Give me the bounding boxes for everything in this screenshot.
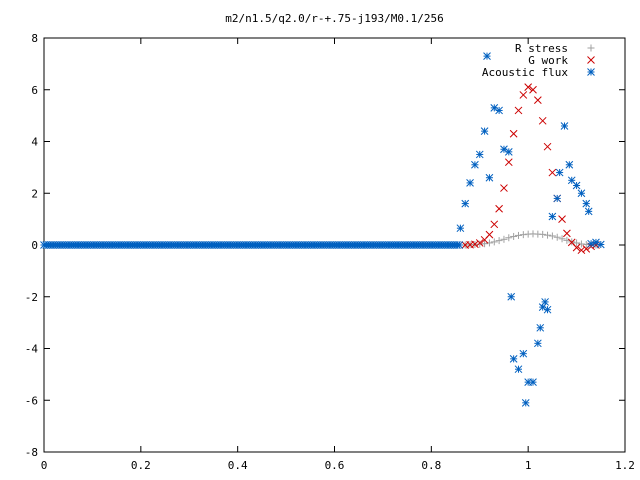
y-tick-label: 6: [31, 84, 38, 97]
legend-marker-glyph: [587, 68, 595, 76]
y-tick-label: 2: [31, 187, 38, 200]
acoustic-flux-point: [572, 181, 581, 190]
acoustic-flux-point: [495, 106, 503, 115]
y-tick-label: -4: [25, 343, 39, 356]
acoustic-flux-point: [577, 189, 586, 198]
acoustic-flux-point: [475, 150, 484, 159]
acoustic-flux-point: [485, 173, 494, 182]
x-axis: 0 0.2 0.4 0.6 0.8 1 1.2: [41, 38, 635, 472]
acoustic-flux-point: [504, 147, 513, 156]
g-work-point: [563, 229, 571, 238]
legend-label-acoustic-flux: Acoustic flux: [482, 66, 568, 79]
acoustic-flux-point: [456, 224, 465, 233]
acoustic-flux-point: [466, 179, 474, 187]
g-work-point: [524, 83, 533, 92]
x-tick-label: 0.4: [228, 459, 248, 472]
acoustic-flux-point: [490, 104, 499, 112]
y-axis: -8 -6 -4 -2 0 2 4 6 8: [25, 32, 625, 459]
acoustic-flux-point: [533, 339, 542, 348]
acoustic-flux-point: [582, 199, 591, 208]
acoustic-flux-point: [555, 168, 564, 177]
acoustic-flux-point: [536, 323, 545, 332]
legend-label-g-work: G work: [528, 54, 568, 67]
acoustic-flux-point: [541, 298, 549, 306]
g-work-point: [514, 106, 523, 115]
g-work-point: [490, 220, 499, 229]
legend-label-r-stress: R stress: [515, 42, 568, 55]
g-work-point: [572, 243, 581, 252]
g-work-point: [548, 168, 557, 177]
g-work-point: [509, 129, 518, 138]
y-tick-label: -8: [25, 446, 38, 459]
y-tick-label: 0: [31, 239, 38, 252]
g-work-point: [485, 230, 494, 239]
x-tick-label: 1.2: [615, 459, 635, 472]
acoustic-flux-point: [596, 240, 605, 249]
acoustic-flux-point: [529, 378, 537, 386]
acoustic-flux-point: [553, 194, 562, 203]
legend: R stress G work Acoustic flux: [482, 42, 595, 79]
series-r-stress: [461, 230, 600, 249]
g-work-point: [504, 158, 513, 167]
g-work-point: [475, 239, 484, 247]
acoustic-flux-point: [567, 176, 576, 185]
x-tick-label: 0.6: [325, 459, 345, 472]
acoustic-flux-point: [587, 239, 595, 248]
acoustic-flux-point: [521, 398, 530, 407]
g-work-point: [500, 184, 508, 192]
acoustic-flux-point: [507, 292, 516, 301]
legend-marker-glyph: [587, 56, 595, 64]
acoustic-flux-point: [584, 207, 593, 216]
g-work-point: [538, 116, 547, 125]
x-tick-label: 0: [41, 459, 48, 472]
g-work-point: [577, 246, 586, 255]
acoustic-flux-point: [509, 354, 518, 363]
g-work-point: [543, 142, 552, 151]
acoustic-flux-point: [543, 305, 552, 314]
acoustic-flux-point: [560, 122, 569, 130]
acoustic-flux-point: [455, 241, 464, 249]
g-work-point: [533, 96, 542, 104]
y-tick-label: -2: [25, 291, 38, 304]
x-tick-label: 0.2: [131, 459, 151, 472]
legend-marker-g-work: [587, 56, 595, 64]
y-tick-label: 4: [31, 136, 38, 149]
g-work-point: [471, 240, 479, 249]
x-tick-label: 0.8: [421, 459, 441, 472]
series-acoustic-flux: [40, 52, 605, 407]
acoustic-flux-point: [565, 160, 574, 169]
g-work-point: [519, 91, 528, 99]
acoustic-flux-point: [483, 52, 491, 60]
acoustic-flux-point: [471, 160, 479, 169]
y-tick-label: 8: [31, 32, 38, 45]
acoustic-flux-point: [592, 238, 600, 247]
legend-marker-acoustic-flux: [587, 68, 595, 76]
acoustic-flux-point: [500, 145, 508, 154]
g-work-point: [558, 215, 566, 223]
chart-title: m2/n1.5/q2.0/r-+.75-j193/M0.1/256: [225, 12, 444, 25]
legend-marker-r-stress: [587, 44, 595, 52]
acoustic-flux-point: [514, 365, 523, 374]
x-tick-label: 1: [525, 459, 532, 472]
g-work-point: [529, 85, 537, 94]
acoustic-flux-point: [519, 349, 528, 358]
acoustic-flux-point: [480, 127, 489, 136]
y-tick-label: -6: [25, 394, 38, 407]
g-work-point: [567, 238, 576, 247]
g-work-point: [495, 204, 503, 213]
acoustic-flux-point: [461, 199, 470, 208]
acoustic-flux-point: [548, 212, 557, 221]
